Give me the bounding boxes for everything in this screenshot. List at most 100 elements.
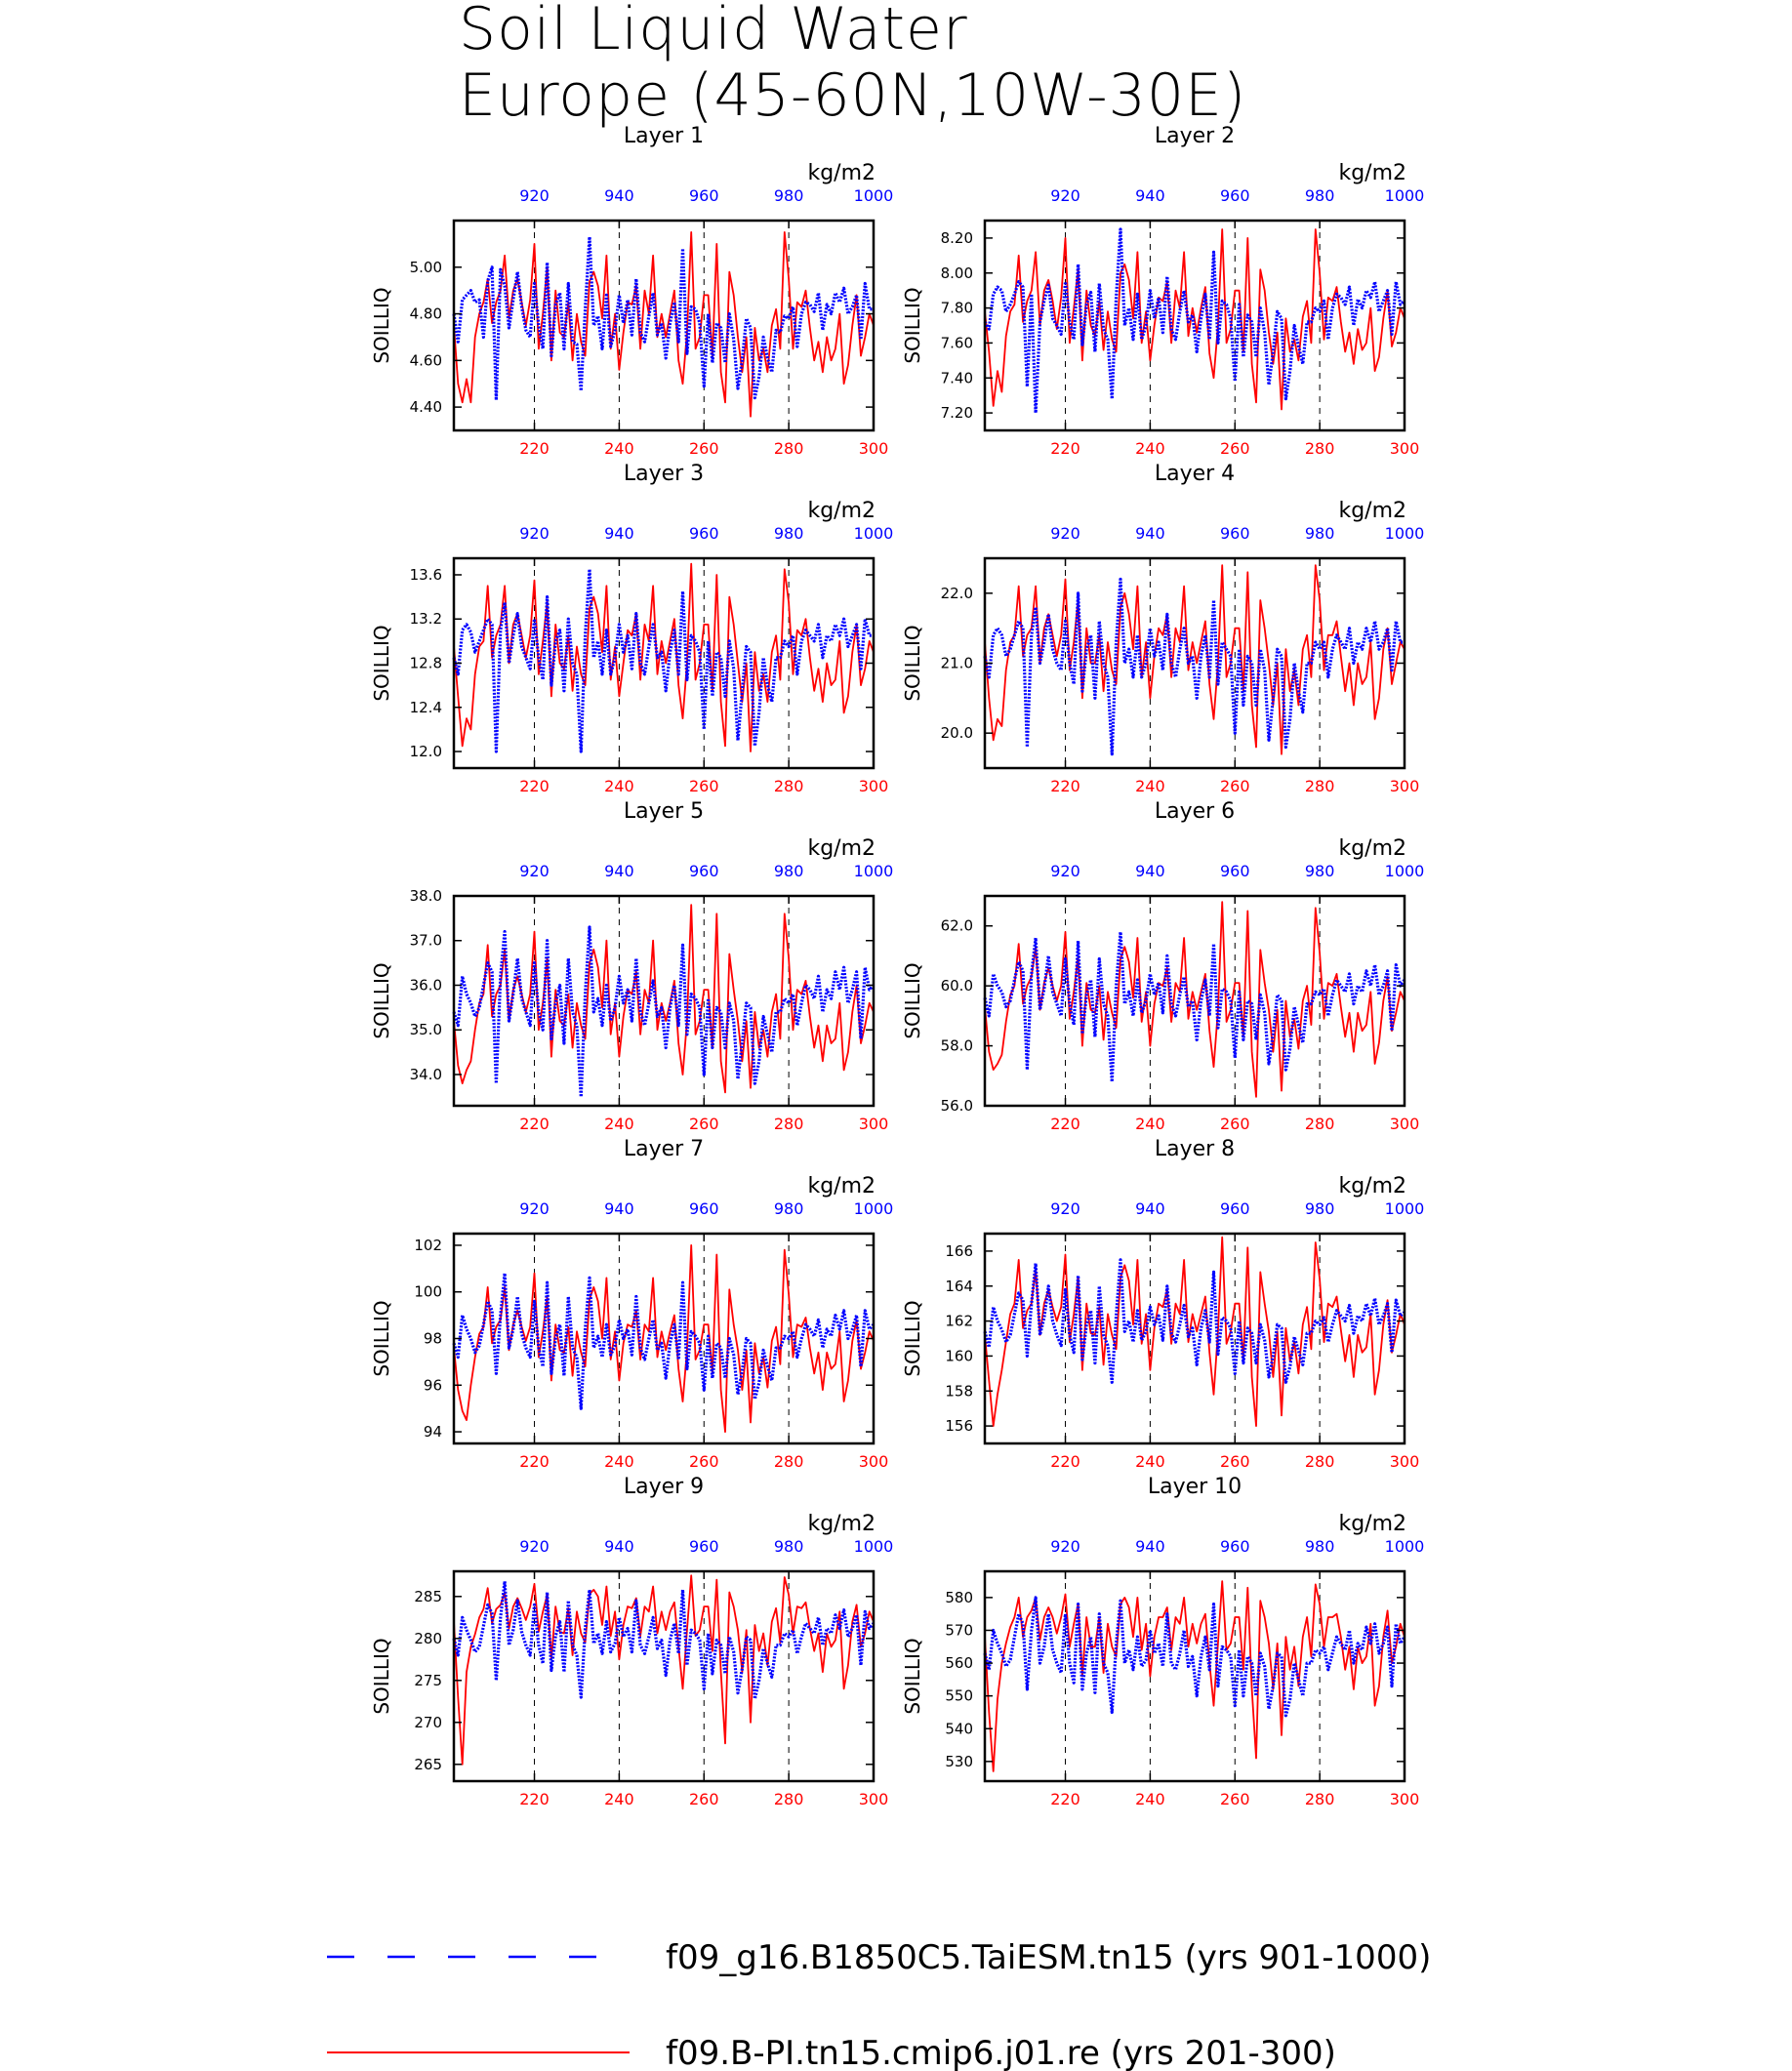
x-tick-label-bottom: 220 — [519, 1115, 550, 1133]
x-tick-label-top: 960 — [689, 524, 719, 543]
y-axis-label: SOILLIQ — [901, 625, 924, 701]
x-tick-label-bottom: 260 — [1220, 1452, 1250, 1471]
y-axis-label: SOILLIQ — [901, 1638, 924, 1714]
x-tick-label-top: 920 — [1050, 524, 1080, 543]
y-tick-label: 13.6 — [410, 566, 442, 584]
y-tick-label: 7.80 — [941, 300, 973, 317]
x-tick-label-top: 920 — [1050, 1199, 1080, 1218]
units-label: kg/m2 — [807, 499, 876, 523]
y-tick-label: 21.0 — [941, 655, 973, 672]
x-tick-label-top: 1000 — [854, 524, 894, 543]
x-tick-label-top: 920 — [519, 862, 550, 880]
series-line-cmip6 — [984, 1236, 1405, 1427]
x-tick-label-top: 980 — [1305, 862, 1335, 880]
y-tick-label: 580 — [945, 1589, 973, 1606]
y-tick-label: 36.0 — [410, 976, 442, 994]
y-axis-label: SOILLIQ — [370, 625, 393, 701]
panel-title: Layer 8 — [1155, 1137, 1235, 1161]
x-tick-label-top: 1000 — [854, 1537, 894, 1556]
x-tick-label-top: 1000 — [1385, 524, 1425, 543]
y-axis-label: SOILLIQ — [370, 1638, 393, 1714]
x-tick-label-top: 940 — [1135, 524, 1165, 543]
series-line-taiesm — [983, 1258, 1406, 1384]
x-tick-label-top: 1000 — [1385, 862, 1425, 880]
y-axis-label: SOILLIQ — [370, 287, 393, 363]
units-label: kg/m2 — [807, 1512, 876, 1536]
x-tick-label-bottom: 300 — [859, 1115, 889, 1133]
legend-label-taiesm: f09_g16.B1850C5.TaiESM.tn15 (yrs 901-100… — [666, 1938, 1431, 1977]
panel-title: Layer 2 — [1155, 124, 1235, 148]
x-tick-label-top: 980 — [1305, 1199, 1335, 1218]
x-tick-label-bottom: 220 — [1050, 1790, 1080, 1808]
x-tick-label-top: 960 — [1220, 524, 1250, 543]
x-tick-label-top: 940 — [604, 1199, 634, 1218]
x-tick-label-top: 920 — [519, 1537, 550, 1556]
y-tick-label: 280 — [414, 1630, 442, 1647]
plot-frame — [983, 219, 1406, 432]
y-axis-label: SOILLIQ — [901, 287, 924, 363]
x-tick-label-bottom: 240 — [1135, 439, 1165, 458]
panel-layer-4: Layer 4 kg/m2 220 240 260 280 300 920 940 960 980 1… — [901, 462, 1424, 795]
series-line-cmip6 — [453, 230, 875, 418]
x-tick-label-bottom: 240 — [1135, 1790, 1165, 1808]
panel-layer-2: Layer 2 kg/m2 220 240 260 280 300 920 940 960 980 1… — [901, 124, 1424, 458]
x-tick-label-bottom: 300 — [1390, 1452, 1420, 1471]
x-tick-label-top: 1000 — [854, 862, 894, 880]
x-tick-label-bottom: 280 — [1305, 1790, 1335, 1808]
y-tick-label: 285 — [414, 1588, 442, 1605]
x-tick-label-bottom: 240 — [604, 1452, 634, 1471]
x-tick-label-top: 980 — [774, 186, 804, 205]
panel-title: Layer 7 — [624, 1137, 704, 1161]
legend-label-cmip6: f09.B-PI.tn15.cmip6.j01.re (yrs 201-300) — [666, 2034, 1336, 2071]
x-tick-label-top: 980 — [774, 1537, 804, 1556]
y-tick-label: 164 — [945, 1278, 973, 1295]
y-tick-label: 13.2 — [410, 610, 442, 628]
y-tick-label: 7.40 — [941, 369, 973, 386]
x-tick-label-bottom: 220 — [519, 1452, 550, 1471]
y-tick-label: 5.00 — [410, 259, 442, 276]
y-tick-label: 7.60 — [941, 334, 973, 351]
y-tick-label: 160 — [945, 1347, 973, 1364]
x-tick-label-top: 980 — [774, 524, 804, 543]
units-label: kg/m2 — [807, 836, 876, 861]
series-line-cmip6 — [453, 904, 875, 1094]
plot-frame — [983, 1569, 1406, 1783]
x-tick-label-bottom: 240 — [604, 1790, 634, 1808]
x-tick-label-bottom: 280 — [1305, 1115, 1335, 1133]
y-tick-label: 270 — [414, 1714, 442, 1731]
x-tick-label-top: 920 — [519, 186, 550, 205]
series-line-cmip6 — [453, 1244, 875, 1433]
series-line-taiesm — [452, 1271, 876, 1410]
x-tick-label-top: 980 — [1305, 186, 1335, 205]
series-line-taiesm — [452, 925, 876, 1099]
units-label: kg/m2 — [1338, 161, 1406, 185]
series-line-cmip6 — [984, 564, 1405, 755]
y-tick-label: 560 — [945, 1654, 973, 1672]
y-tick-label: 156 — [945, 1417, 973, 1435]
x-tick-label-bottom: 260 — [689, 1790, 719, 1808]
x-tick-label-bottom: 260 — [689, 439, 719, 458]
x-tick-label-top: 940 — [1135, 1537, 1165, 1556]
panel-title: Layer 10 — [1148, 1475, 1242, 1499]
series-line-cmip6 — [453, 562, 875, 752]
y-tick-label: 275 — [414, 1672, 442, 1689]
y-tick-label: 540 — [945, 1720, 973, 1737]
y-tick-label: 34.0 — [410, 1066, 442, 1083]
series-line-taiesm — [452, 1579, 876, 1701]
plot-frame — [452, 1569, 876, 1783]
x-tick-label-bottom: 280 — [774, 1115, 804, 1133]
units-label: kg/m2 — [1338, 499, 1406, 523]
x-tick-label-bottom: 220 — [1050, 1115, 1080, 1133]
y-tick-label: 60.0 — [941, 977, 973, 995]
x-tick-label-bottom: 280 — [774, 1790, 804, 1808]
x-tick-label-top: 1000 — [854, 1199, 894, 1218]
x-tick-label-top: 920 — [1050, 862, 1080, 880]
panel-layer-7: Layer 7 kg/m2 220 240 260 280 300 920 940 960 980 1… — [370, 1137, 893, 1471]
y-tick-label: 12.8 — [410, 655, 442, 672]
figure-title-line2: Europe (45-60N,10W-30E) — [459, 61, 1246, 130]
y-tick-label: 8.00 — [941, 264, 973, 282]
y-tick-label: 158 — [945, 1382, 973, 1400]
x-tick-label-top: 960 — [1220, 1537, 1250, 1556]
legend: f09_g16.B1850C5.TaiESM.tn15 (yrs 901-100… — [327, 1938, 1431, 2071]
y-axis-label: SOILLIQ — [370, 962, 393, 1038]
